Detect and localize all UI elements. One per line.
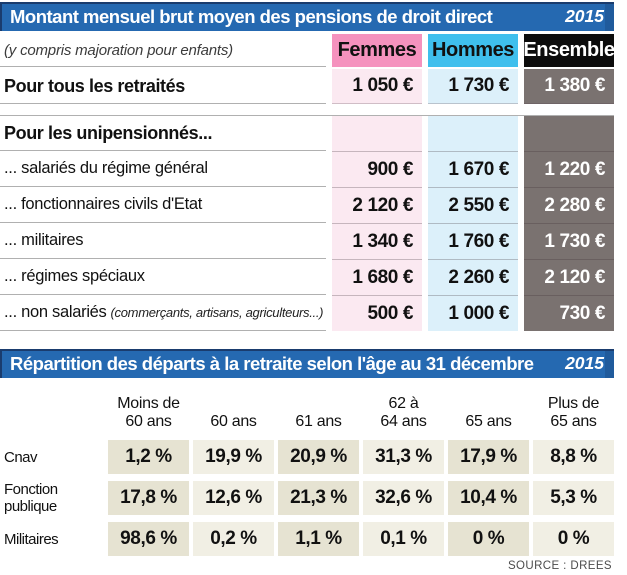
percent-cell: 20,9 % <box>278 440 359 474</box>
pensions-year: 2015 <box>565 6 604 26</box>
pension-value-hommes: 1 670 € <box>428 151 518 187</box>
row-label: Cnav <box>4 448 38 466</box>
percent-cell: 0 % <box>448 522 529 556</box>
percent-cell: 0,2 % <box>193 522 274 556</box>
pension-value-ensemble: 1 220 € <box>524 151 614 187</box>
column-header-hommes: Hommes <box>428 34 518 67</box>
percent-cell: 19,9 % <box>193 440 274 474</box>
row-label: ... fonctionnaires civils d'Etat <box>0 187 326 223</box>
row-label-text: ... non salariés <box>4 303 107 321</box>
pensions-title-bar: Montant mensuel brut moyen des pensions … <box>0 2 614 31</box>
percent-cell: 12,6 % <box>193 481 274 515</box>
table-row: ... régimes spéciaux 1 680 € 2 260 € 2 1… <box>0 259 614 295</box>
table-row: Fonction publique 17,8 % 12,6 % 21,3 % 3… <box>0 481 614 515</box>
departs-title: Répartition des départs à la retraite se… <box>10 352 534 374</box>
percent-cell: 10,4 % <box>448 481 529 515</box>
pension-value-femmes: 1 050 € <box>332 69 422 104</box>
row-label: Pour tous les retraités <box>0 69 326 104</box>
age-header-moins-60: Moins de 60 ans <box>117 395 180 431</box>
source-credit: SOURCE : DREES <box>507 560 612 572</box>
column-header-ensemble: Ensemble <box>523 34 615 67</box>
percent-cell: 0 % <box>533 522 614 556</box>
pension-value-femmes: 2 120 € <box>332 187 422 223</box>
row-label: ... non salariés (commerçants, artisans,… <box>0 295 326 331</box>
row-label: Fonction publique <box>4 481 58 515</box>
percent-cell: 0,1 % <box>363 522 444 556</box>
row-label: ... militaires <box>0 223 326 259</box>
pension-value-femmes: 1 340 € <box>332 223 422 259</box>
pension-value-femmes: 500 € <box>332 295 422 331</box>
pension-value-femmes: 1 680 € <box>332 259 422 295</box>
pension-value-hommes: 2 260 € <box>428 259 518 295</box>
pension-value-ensemble <box>524 116 614 151</box>
table-row: ... non salariés (commerçants, artisans,… <box>0 295 614 331</box>
pensions-subtitle: (y compris majoration pour enfants) <box>0 34 326 67</box>
pension-value-femmes <box>332 116 422 151</box>
pension-value-hommes: 1 000 € <box>428 295 518 331</box>
table-row: Cnav 1,2 % 19,9 % 20,9 % 31,3 % 17,9 % 8… <box>0 440 614 474</box>
pension-value-ensemble: 730 € <box>524 295 614 331</box>
row-label: ... régimes spéciaux <box>0 259 326 295</box>
pensions-title: Montant mensuel brut moyen des pensions … <box>10 5 493 27</box>
percent-cell: 31,3 % <box>363 440 444 474</box>
pension-value-hommes <box>428 116 518 151</box>
pensions-header-row: (y compris majoration pour enfants) Femm… <box>0 34 615 67</box>
unipensionnes-section: Pour les unipensionnés... ... salariés d… <box>0 115 627 331</box>
table-row: Militaires 98,6 % 0,2 % 1,1 % 0,1 % 0 % … <box>0 522 614 556</box>
percent-cell: 17,8 % <box>108 481 189 515</box>
table-row: ... fonctionnaires civils d'Etat 2 120 €… <box>0 187 614 223</box>
departs-title-bar: Répartition des départs à la retraite se… <box>0 349 614 378</box>
percent-cell: 98,6 % <box>108 522 189 556</box>
percent-cell: 8,8 % <box>533 440 614 474</box>
table-row: ... militaires 1 340 € 1 760 € 1 730 € <box>0 223 614 259</box>
percent-cell: 21,3 % <box>278 481 359 515</box>
pension-value-ensemble: 1 730 € <box>524 223 614 259</box>
pension-value-hommes: 1 760 € <box>428 223 518 259</box>
pension-value-femmes: 900 € <box>332 151 422 187</box>
pension-value-hommes: 2 550 € <box>428 187 518 223</box>
row-label: Pour les unipensionnés... <box>0 116 326 151</box>
age-header-60: 60 ans <box>210 413 257 431</box>
percent-cell: 32,6 % <box>363 481 444 515</box>
table-row: ... salariés du régime général 900 € 1 6… <box>0 151 614 187</box>
pension-value-ensemble: 1 380 € <box>524 69 614 104</box>
row-label-note: (commerçants, artisans, agriculteurs...) <box>110 305 324 320</box>
header-spacer <box>0 382 104 434</box>
table-row: Pour tous les retraités 1 050 € 1 730 € … <box>0 69 614 104</box>
pension-value-hommes: 1 730 € <box>428 69 518 104</box>
percent-cell: 17,9 % <box>448 440 529 474</box>
row-label: Militaires <box>4 530 59 548</box>
departs-header-row: Moins de 60 ans 60 ans 61 ans 62 à 64 an… <box>0 382 614 434</box>
percent-cell: 1,1 % <box>278 522 359 556</box>
age-header-65: 65 ans <box>465 413 512 431</box>
percent-cell: 1,2 % <box>108 440 189 474</box>
age-header-61: 61 ans <box>295 413 342 431</box>
age-header-plus-65: Plus de 65 ans <box>547 395 600 431</box>
pension-value-ensemble: 2 120 € <box>524 259 614 295</box>
row-label: ... salariés du régime général <box>0 151 326 187</box>
table-row: Pour les unipensionnés... <box>0 115 614 151</box>
age-header-62-64: 62 à 64 ans <box>380 395 427 431</box>
departs-year: 2015 <box>565 353 604 373</box>
pension-value-ensemble: 2 280 € <box>524 187 614 223</box>
column-header-femmes: Femmes <box>332 34 422 67</box>
percent-cell: 5,3 % <box>533 481 614 515</box>
